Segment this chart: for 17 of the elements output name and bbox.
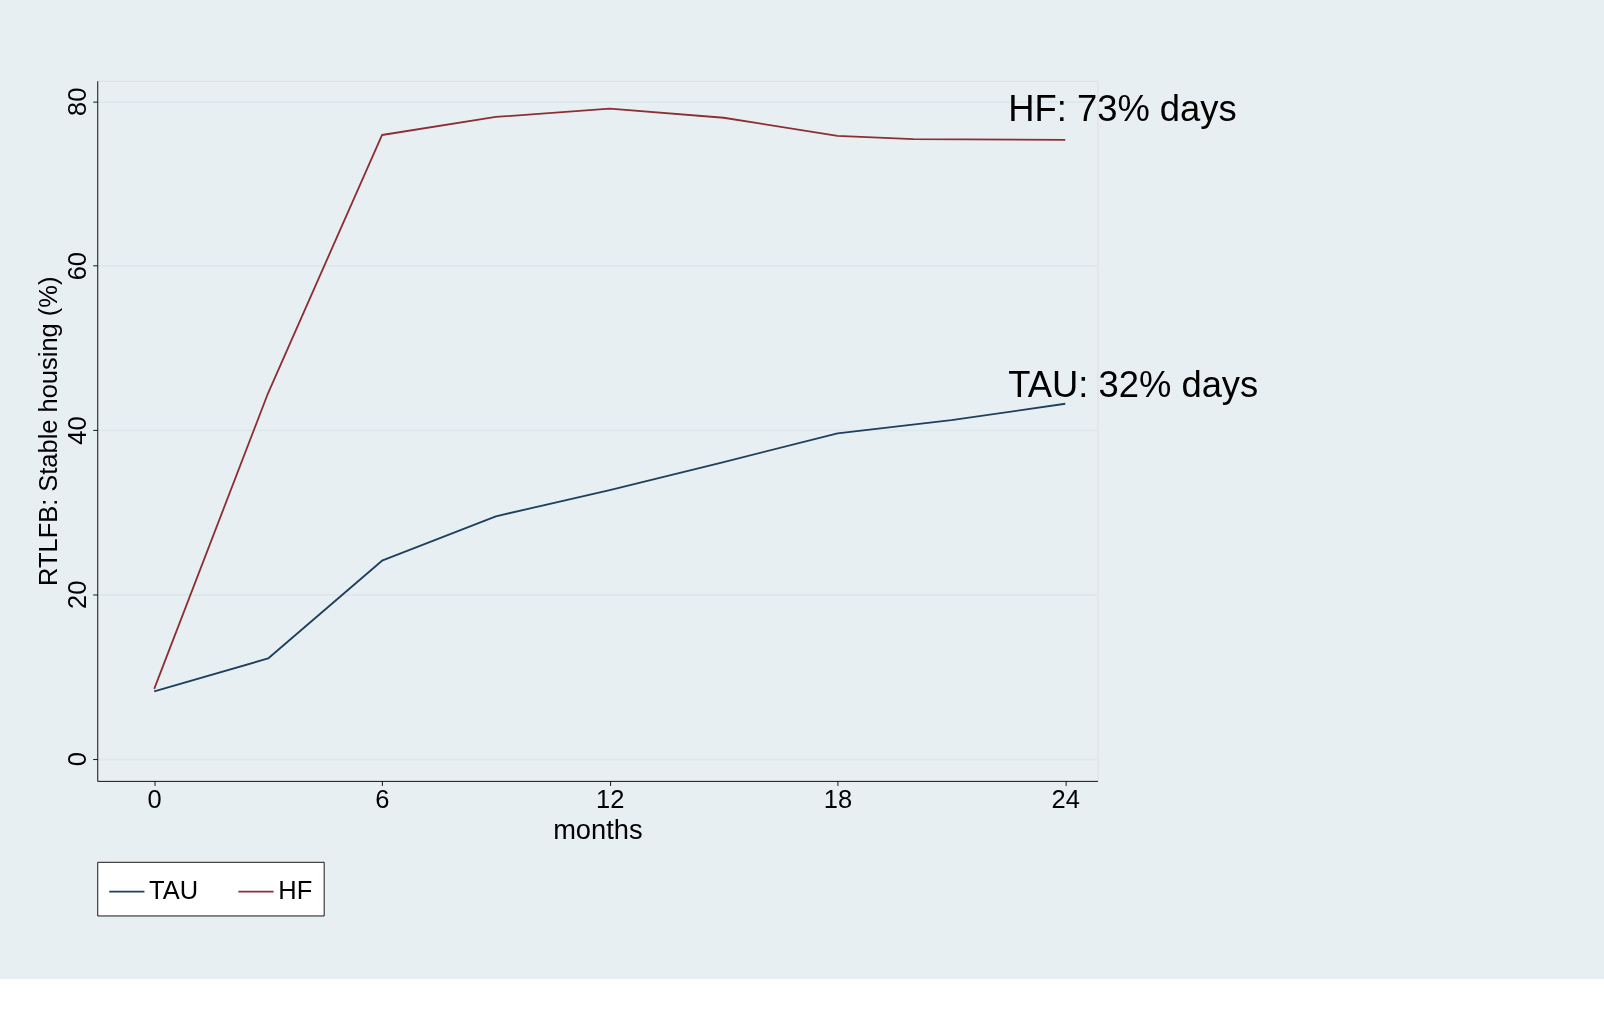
line-series bbox=[153, 402, 1067, 693]
x-tick-label: 12 bbox=[596, 784, 625, 813]
y-tick-label: 20 bbox=[62, 580, 91, 609]
x-axis-title: months bbox=[553, 813, 643, 845]
y-axis-title: RTLFB: Stable housing (%) bbox=[33, 276, 62, 586]
x-tick-label: 6 bbox=[375, 784, 390, 813]
annotation: HF: 73% days bbox=[1008, 88, 1237, 130]
legend-label: HF bbox=[278, 875, 313, 904]
y-tick-label: 0 bbox=[62, 752, 91, 767]
x-tick-label: 0 bbox=[147, 784, 162, 813]
y-tick-label: 60 bbox=[62, 251, 91, 281]
annotation: TAU: 32% days bbox=[1008, 363, 1259, 405]
y-tick-label: 80 bbox=[62, 87, 91, 116]
x-tick-label: 18 bbox=[823, 784, 853, 813]
x-tick-label: 24 bbox=[1051, 784, 1080, 813]
y-tick-label: 40 bbox=[62, 416, 91, 445]
legend-label: TAU bbox=[149, 875, 199, 904]
